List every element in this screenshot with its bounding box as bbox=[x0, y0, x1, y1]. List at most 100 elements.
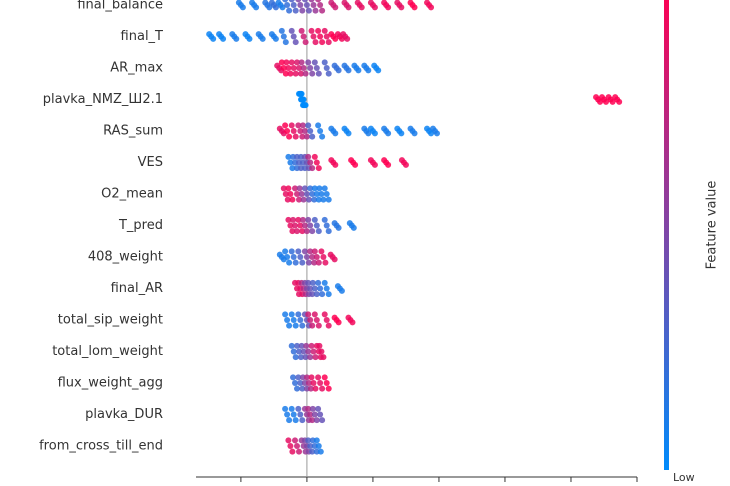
shap-point bbox=[309, 70, 316, 77]
shap-point bbox=[325, 70, 332, 77]
shap-point bbox=[318, 248, 325, 255]
shap-point bbox=[298, 342, 305, 349]
shap-point bbox=[297, 380, 304, 386]
shap-point bbox=[345, 4, 352, 11]
shap-point bbox=[288, 248, 295, 255]
shap-point bbox=[305, 216, 312, 223]
shap-point bbox=[311, 59, 318, 66]
shap-point bbox=[280, 65, 287, 71]
shap-point bbox=[288, 27, 295, 34]
shap-point bbox=[290, 411, 297, 418]
shap-point bbox=[305, 153, 312, 160]
shap-point bbox=[285, 153, 292, 160]
shap-point bbox=[292, 7, 299, 14]
shap-point bbox=[307, 248, 314, 255]
shap-point bbox=[282, 248, 289, 255]
shap-point bbox=[325, 291, 332, 298]
shap-point bbox=[315, 374, 322, 381]
shap-point bbox=[320, 254, 327, 260]
shap-point bbox=[317, 128, 324, 134]
shap-point bbox=[295, 374, 302, 381]
shap-point bbox=[433, 130, 440, 137]
shap-point bbox=[307, 354, 314, 361]
shap-point bbox=[317, 380, 324, 386]
shap-point bbox=[332, 130, 339, 137]
shap-point bbox=[303, 254, 310, 260]
shap-point bbox=[272, 35, 279, 42]
shap-point bbox=[288, 342, 295, 349]
shap-point bbox=[299, 122, 306, 129]
shap-point bbox=[317, 2, 324, 8]
shap-point bbox=[321, 374, 328, 381]
shap-point bbox=[293, 342, 300, 349]
shap-point bbox=[305, 311, 312, 318]
shap-point bbox=[312, 385, 319, 392]
shap-point bbox=[309, 291, 316, 298]
shap-point bbox=[385, 4, 392, 11]
shap-point bbox=[315, 322, 322, 329]
shap-point bbox=[290, 33, 297, 40]
shap-point bbox=[279, 4, 286, 11]
shap-point bbox=[294, 228, 301, 235]
shap-point bbox=[302, 102, 309, 109]
shap-point bbox=[259, 35, 266, 42]
shap-point bbox=[616, 98, 623, 105]
shap-point bbox=[253, 4, 260, 11]
shap-point bbox=[297, 411, 304, 418]
shap-point bbox=[309, 448, 316, 455]
shap-point bbox=[315, 259, 322, 266]
feature-label: AR_max bbox=[110, 61, 163, 76]
shap-point bbox=[301, 222, 308, 229]
shap-point bbox=[300, 33, 307, 40]
shap-point bbox=[345, 130, 352, 137]
shap-point bbox=[325, 322, 332, 329]
shap-point bbox=[292, 437, 299, 444]
feature-label: RAS_sum bbox=[103, 124, 163, 139]
shap-point bbox=[301, 128, 308, 134]
shap-point bbox=[320, 354, 327, 361]
shap-point bbox=[311, 285, 318, 292]
shap-point bbox=[288, 0, 295, 3]
shap-point bbox=[313, 191, 320, 197]
shap-point bbox=[402, 161, 409, 168]
shap-point bbox=[311, 185, 318, 192]
colorbar-label: Feature value bbox=[705, 181, 720, 270]
shap-point bbox=[311, 196, 318, 203]
shap-point bbox=[317, 448, 324, 455]
shap-point bbox=[338, 287, 345, 294]
feature-label: total_sip_weight bbox=[58, 313, 163, 328]
shap-point bbox=[289, 228, 296, 235]
shap-point bbox=[295, 0, 302, 3]
shap-point bbox=[299, 385, 306, 392]
shap-point bbox=[335, 224, 342, 231]
shap-point bbox=[220, 35, 227, 42]
shap-point bbox=[292, 222, 299, 229]
shap-point bbox=[290, 254, 297, 260]
shap-point bbox=[323, 222, 330, 229]
shap-point bbox=[335, 67, 342, 74]
shap-point bbox=[309, 165, 316, 172]
feature-label: final_balance bbox=[77, 0, 163, 13]
shap-point bbox=[298, 90, 305, 97]
shap-point bbox=[288, 122, 295, 129]
shap-point bbox=[299, 133, 306, 140]
shap-point bbox=[280, 33, 287, 40]
shap-point bbox=[315, 122, 322, 129]
shap-point bbox=[282, 405, 289, 412]
shap-point bbox=[316, 185, 323, 192]
shap-point bbox=[352, 161, 359, 168]
shap-point bbox=[428, 4, 435, 11]
colorbar-low: Low bbox=[673, 471, 695, 484]
shap-point bbox=[313, 291, 320, 298]
shap-point bbox=[325, 39, 332, 46]
shap-point bbox=[292, 185, 299, 192]
shap-point bbox=[318, 348, 325, 355]
shap-point bbox=[307, 443, 314, 449]
shap-point bbox=[371, 4, 378, 11]
shap-point bbox=[316, 342, 323, 349]
shap-point bbox=[323, 317, 330, 323]
shap-point bbox=[332, 35, 339, 42]
feature-label: flux_weight_agg bbox=[58, 376, 163, 391]
shap-point bbox=[284, 254, 291, 260]
shap-point bbox=[299, 259, 306, 266]
